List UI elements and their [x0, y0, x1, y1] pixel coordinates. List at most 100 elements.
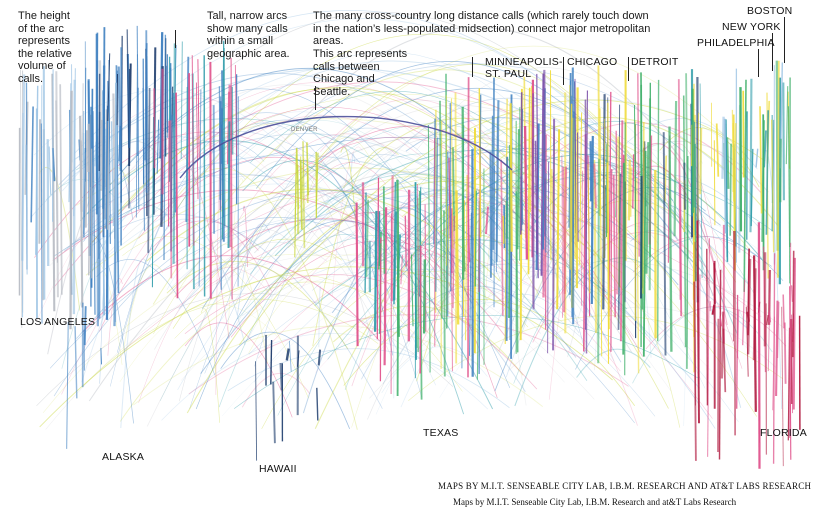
call-spike — [294, 148, 297, 258]
call-spike — [66, 321, 69, 449]
call-spike — [590, 135, 594, 305]
call-spike — [461, 106, 465, 280]
call-arc — [119, 303, 281, 382]
call-spike — [230, 57, 233, 300]
call-arc — [461, 168, 480, 335]
call-arc — [254, 171, 632, 353]
call-spike — [279, 362, 283, 391]
call-spike — [301, 159, 305, 198]
call-spike — [316, 387, 319, 421]
call-spike — [454, 92, 458, 364]
credit-primary: MAPS BY M.I.T. SENSEABLE CITY LAB, I.B.M… — [438, 481, 812, 491]
call-arc — [548, 148, 609, 400]
call-spike — [191, 55, 195, 246]
call-spike — [147, 87, 151, 253]
city-label-texas: TEXAS — [423, 427, 459, 439]
call-arc — [91, 86, 624, 292]
call-spike — [439, 100, 443, 319]
call-arc — [220, 331, 351, 430]
city-label-detroit: DETROIT — [631, 56, 679, 68]
call-spike — [742, 279, 746, 346]
call-spike — [493, 165, 496, 308]
call-spike — [285, 348, 290, 361]
call-arc — [49, 219, 635, 424]
call-arc — [120, 258, 148, 429]
call-spike — [392, 211, 398, 301]
call-spike — [758, 306, 760, 443]
call-spike — [55, 100, 58, 263]
city-label-florida: FLORIDA — [760, 427, 807, 439]
call-spike — [228, 84, 232, 248]
call-arc — [318, 285, 322, 348]
call-spike — [694, 121, 696, 236]
call-arc — [312, 147, 399, 346]
call-arc — [464, 96, 747, 328]
call-spike — [465, 174, 468, 341]
call-spike — [172, 43, 177, 264]
call-spike — [556, 129, 561, 310]
call-spike — [615, 130, 618, 295]
call-spike — [719, 316, 723, 327]
call-arc — [400, 302, 542, 408]
call-arc — [152, 69, 664, 305]
call-spike — [673, 100, 678, 237]
city-label-alaska: ALASKA — [102, 451, 145, 463]
call-spike — [434, 137, 439, 292]
annotation-this-arc: This arc represents calls between Chicag… — [313, 48, 408, 98]
call-arc — [42, 253, 502, 414]
call-arc — [161, 333, 489, 421]
call-spike — [169, 120, 173, 279]
call-spike — [767, 312, 772, 323]
call-spike — [478, 189, 481, 293]
call-spike — [417, 183, 420, 323]
call-spike — [657, 79, 660, 342]
call-spike — [755, 148, 759, 168]
city-label-hawaii: HAWAII — [259, 463, 297, 475]
call-arc — [184, 322, 293, 418]
call-spike — [142, 87, 145, 231]
call-spike — [272, 381, 276, 444]
call-spike — [443, 210, 446, 377]
call-arc — [218, 134, 548, 357]
call-spike — [516, 129, 520, 250]
leader-philadelphia — [758, 49, 759, 77]
call-spike — [485, 206, 489, 235]
city-label-chicago: CHICAGO — [567, 56, 618, 68]
call-arc — [381, 346, 488, 394]
call-spike — [107, 112, 110, 230]
call-spike — [536, 73, 539, 279]
call-spike — [48, 146, 52, 195]
call-spike — [40, 123, 43, 324]
call-spike — [639, 175, 643, 299]
call-arc — [172, 238, 343, 329]
call-spike — [713, 263, 716, 304]
call-spike — [532, 93, 535, 310]
call-spike — [791, 314, 793, 414]
call-spike — [722, 328, 727, 393]
call-spike — [759, 106, 763, 214]
call-spike — [534, 140, 538, 255]
call-spike — [126, 29, 130, 160]
annotation-cross-country: The many cross-country long distance cal… — [313, 10, 651, 47]
call-arc — [81, 175, 240, 383]
call-spike — [38, 119, 41, 244]
call-spike — [355, 202, 359, 347]
call-arc — [166, 257, 231, 290]
call-arc — [236, 63, 725, 171]
call-spike — [789, 242, 792, 438]
call-arc — [117, 143, 265, 353]
call-arc — [133, 325, 544, 408]
call-spike — [255, 361, 258, 461]
call-arc — [96, 259, 216, 376]
call-spike — [59, 84, 63, 295]
call-arc — [367, 287, 525, 420]
call-arc — [369, 260, 788, 399]
call-arc — [325, 176, 510, 223]
call-arc — [58, 72, 622, 363]
call-spike — [474, 190, 478, 287]
leader-this-arc — [315, 86, 316, 110]
call-spike — [589, 141, 593, 202]
call-arc — [340, 146, 358, 241]
call-arc — [189, 127, 434, 409]
call-spike — [299, 160, 303, 230]
